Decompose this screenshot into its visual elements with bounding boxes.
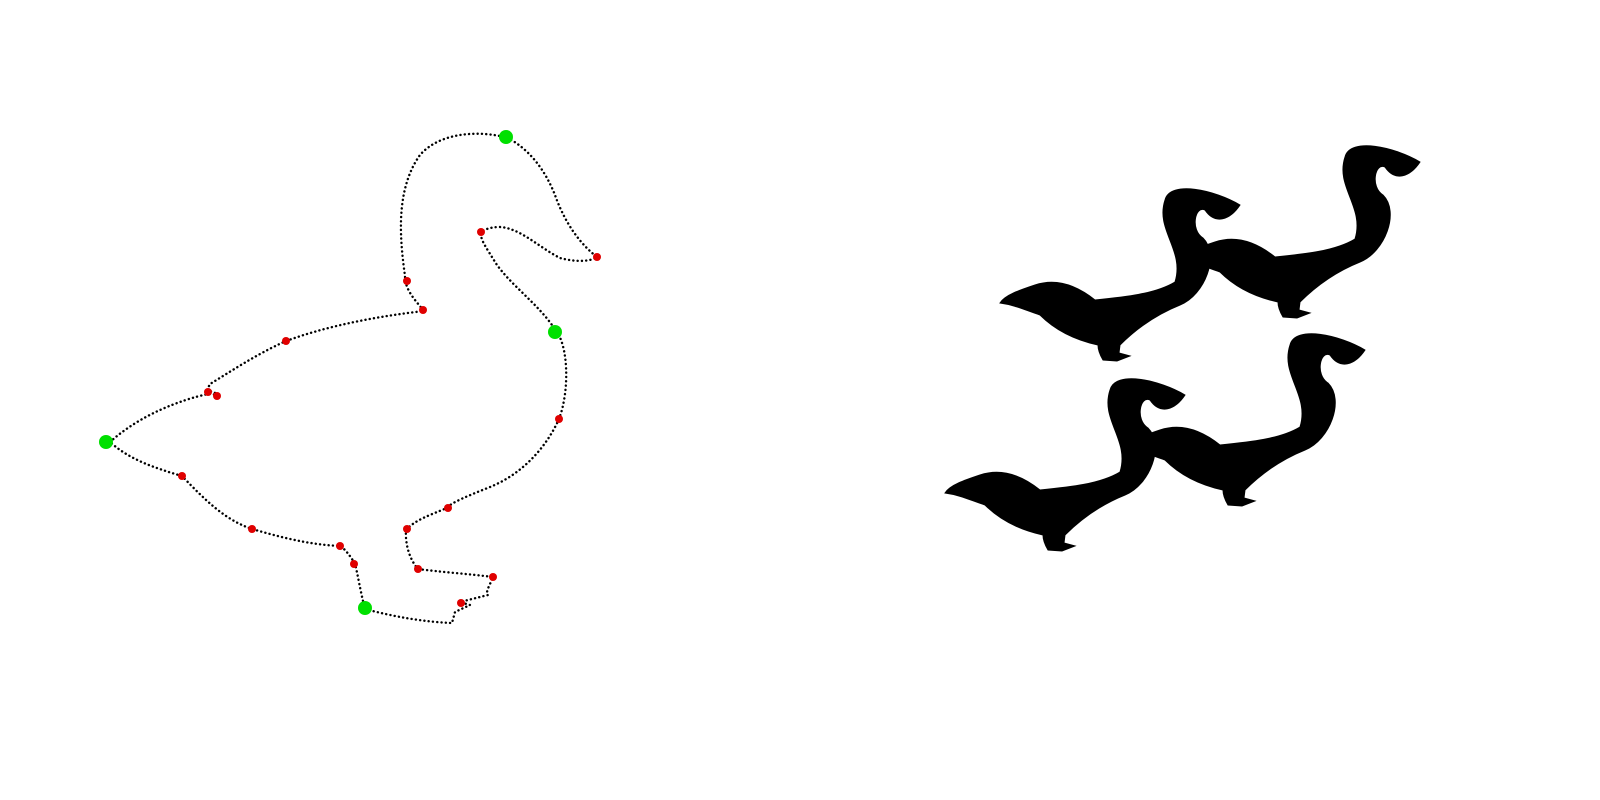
red-control-point-4 (419, 306, 427, 314)
red-control-point-8 (248, 525, 256, 533)
red-control-point-5 (282, 337, 290, 345)
green-control-point-4 (358, 601, 372, 615)
red-control-point-13 (555, 415, 563, 423)
control-point-markers (99, 130, 601, 615)
left-duck-outline-group (108, 132, 599, 625)
green-control-point-3 (548, 325, 562, 339)
red-control-point-17 (204, 388, 212, 396)
red-control-point-6 (213, 392, 221, 400)
duck-silhouette-3 (944, 378, 1186, 552)
red-control-point-7 (178, 472, 186, 480)
duck-outline (108, 132, 599, 625)
green-control-point-1 (99, 435, 113, 449)
red-control-point-16 (457, 599, 465, 607)
duck-silhouette-1 (999, 188, 1241, 362)
red-control-point-1 (477, 228, 485, 236)
red-control-point-14 (414, 565, 422, 573)
duck-silhouettes (944, 145, 1421, 552)
red-control-point-3 (403, 277, 411, 285)
duck-silhouette-2 (1179, 145, 1421, 319)
red-control-point-10 (350, 560, 358, 568)
red-control-point-2 (593, 253, 601, 261)
red-control-point-11 (403, 525, 411, 533)
red-control-point-12 (444, 504, 452, 512)
red-control-point-9 (336, 542, 344, 550)
green-control-point-2 (499, 130, 513, 144)
red-control-point-15 (489, 573, 497, 581)
duck-silhouette-4 (1124, 333, 1366, 507)
